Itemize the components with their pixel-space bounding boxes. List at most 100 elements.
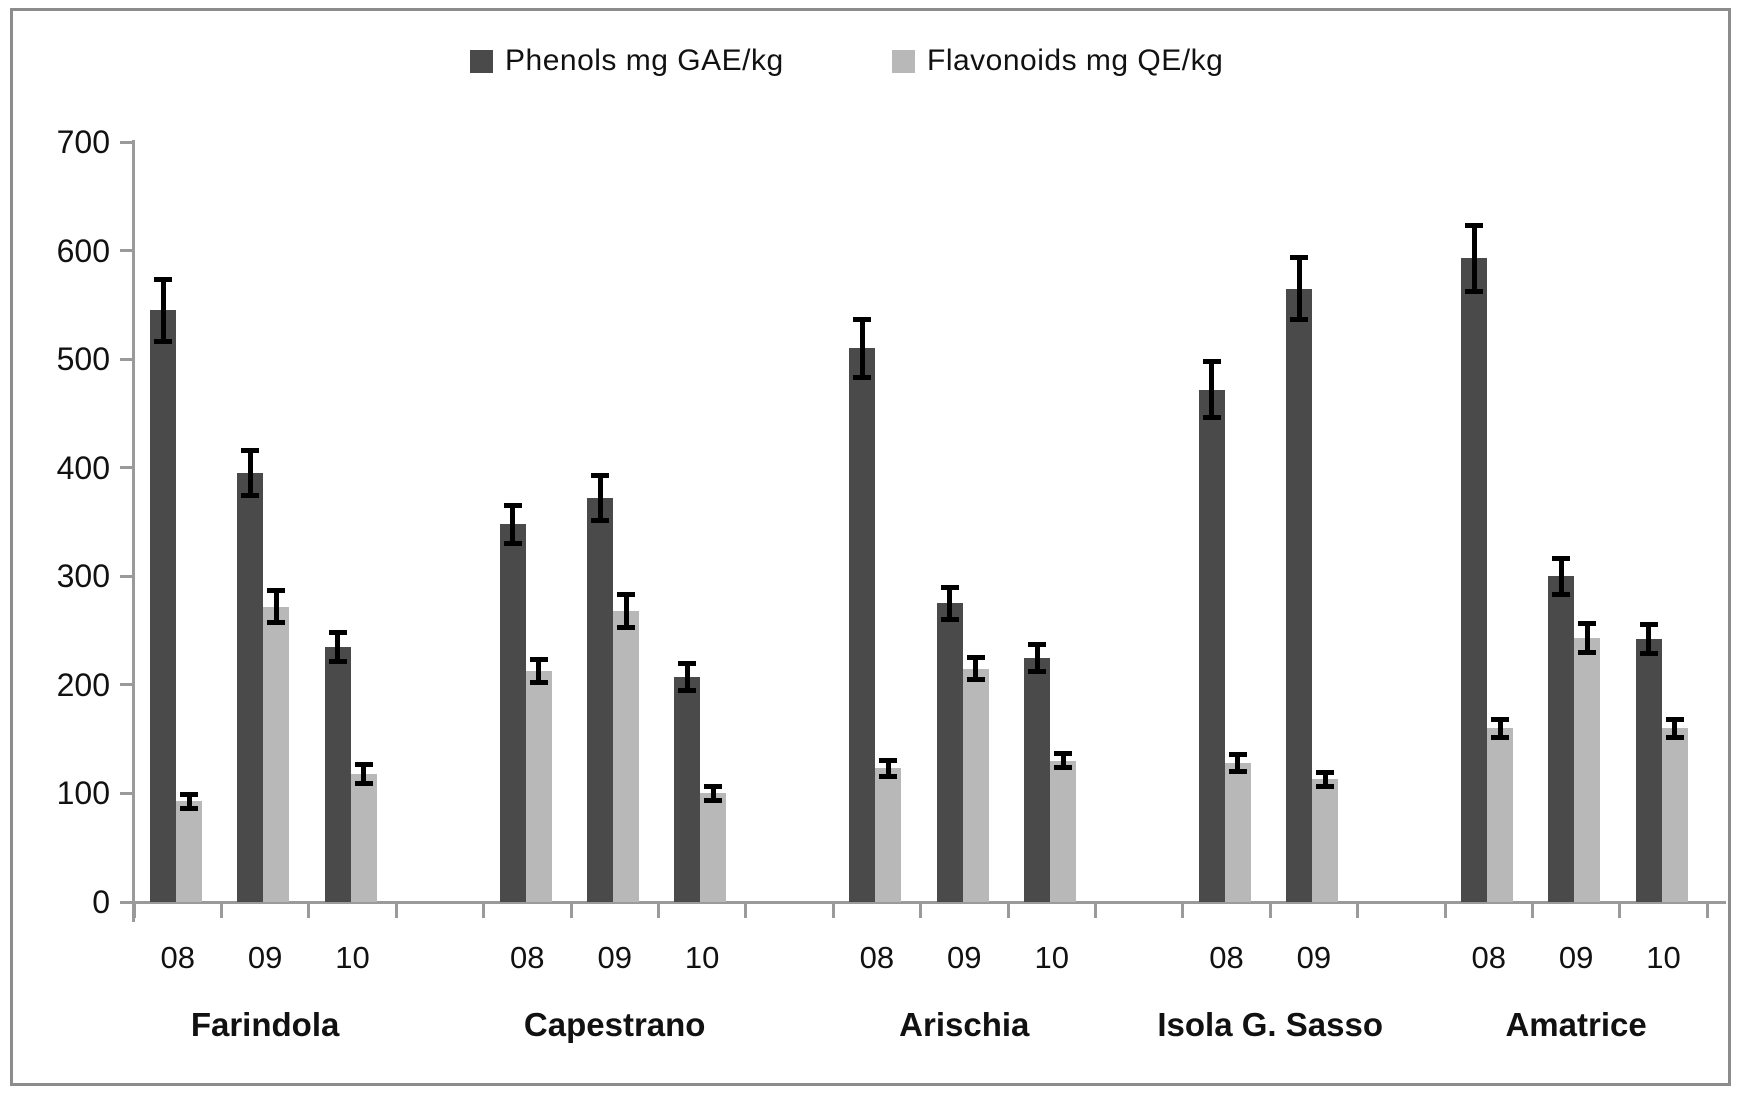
- year-label: 09: [947, 940, 982, 975]
- x-tick: [1356, 903, 1360, 918]
- y-tick-label: 700: [56, 124, 110, 160]
- phenols-error-bar-cap-bottom: [853, 374, 872, 380]
- flavonoids-error-bar-cap-top: [529, 656, 548, 662]
- x-tick: [1006, 903, 1010, 918]
- flavonoids-error-bar-cap-bottom: [1316, 783, 1335, 789]
- phenols-error-bar: [1209, 362, 1215, 417]
- phenols-error-bar-cap-top: [1202, 359, 1221, 365]
- group-label: Capestrano: [523, 1006, 706, 1043]
- phenols-error-bar-cap-top: [1290, 255, 1309, 261]
- bar-phenols-arischia-09: [936, 603, 963, 902]
- phenols-error-bar-cap-top: [940, 585, 959, 591]
- phenols-error-bar-cap-bottom: [1639, 651, 1658, 657]
- group-label: Farindola: [190, 1006, 340, 1043]
- phenols-error-bar: [1646, 625, 1652, 654]
- y-tick-label: 300: [56, 558, 110, 595]
- x-tick: [744, 903, 748, 918]
- bar-phenols-amatrice-08: [1461, 258, 1487, 902]
- phenols-error-bar: [1034, 644, 1040, 671]
- group-label: Amatrice: [1505, 1006, 1647, 1043]
- y-tick-label: 200: [56, 666, 110, 703]
- flavonoids-legend-label: Flavonoids mg QE/kg: [927, 44, 1224, 77]
- phenols-error-bar: [247, 451, 253, 495]
- phenols-error-bar-cap-top: [853, 317, 872, 323]
- flavonoids-error-bar-cap-bottom: [267, 619, 286, 625]
- group-label: Isola G. Sasso: [1157, 1006, 1383, 1043]
- y-tick: [119, 466, 132, 470]
- phenols-error-bar: [859, 320, 865, 377]
- x-tick: [1093, 903, 1097, 918]
- phenols-error-bar-cap-bottom: [328, 658, 347, 664]
- x-tick: [1618, 903, 1622, 918]
- x-tick: [219, 903, 223, 918]
- bar-flavonoids-arischia-08: [875, 768, 902, 902]
- phenols-error-bar: [1558, 558, 1564, 594]
- year-label: 10: [335, 940, 370, 975]
- phenols-error-bar-cap-top: [1028, 641, 1046, 647]
- year-label: 10: [1034, 940, 1069, 975]
- x-tick: [1181, 903, 1185, 918]
- flavonoids-error-bar: [1497, 719, 1503, 737]
- y-tick: [119, 140, 132, 144]
- y-tick: [119, 683, 132, 687]
- y-tick: [119, 900, 132, 904]
- phenols-error-bar: [1296, 258, 1302, 319]
- year-label: 09: [597, 940, 632, 975]
- phenols-error-bar-cap-bottom: [940, 616, 959, 622]
- bar-flavonoids-isola-g-sasso-08: [1224, 763, 1251, 902]
- flavonoids-error-bar-cap-top: [180, 791, 198, 797]
- flavonoids-error-bar-cap-top: [354, 762, 373, 768]
- y-tick: [119, 791, 132, 795]
- bar-phenols-arischia-08: [849, 348, 876, 902]
- flavonoids-error-bar-cap-bottom: [704, 797, 723, 803]
- flavonoids-error-bar-cap-top: [1054, 751, 1072, 757]
- year-label: 10: [1646, 940, 1681, 975]
- year-label: 10: [684, 940, 720, 975]
- bar-phenols-farindola-09: [237, 473, 264, 902]
- x-tick: [1443, 903, 1447, 918]
- x-tick: [1268, 903, 1272, 918]
- x-tick: [1530, 903, 1534, 918]
- phenols-error-bar-cap-bottom: [1465, 288, 1483, 294]
- bar-phenols-isola-g-sasso-09: [1286, 288, 1313, 902]
- phenols-error-bar: [1471, 225, 1477, 291]
- flavonoids-error-bar-cap-top: [966, 654, 985, 660]
- flavonoids-error-bar-cap-bottom: [1578, 650, 1597, 656]
- flavonoids-error-bar-cap-top: [1491, 716, 1509, 722]
- phenols-error-bar: [597, 476, 603, 520]
- flavonoids-error-bar-cap-bottom: [180, 805, 198, 811]
- flavonoids-error-bar: [1672, 719, 1678, 737]
- flavonoids-error-bar-cap-bottom: [617, 625, 635, 631]
- phenols-error-bar-cap-top: [678, 661, 697, 667]
- x-tick: [919, 903, 923, 918]
- y-tick-label: 0: [92, 884, 110, 920]
- x-axis-line: [121, 900, 1726, 904]
- year-label: 09: [247, 940, 283, 975]
- bar-phenols-amatrice-09: [1548, 576, 1575, 902]
- phenols-error-bar-cap-bottom: [154, 338, 172, 344]
- bar-flavonoids-capestrano-09: [613, 611, 639, 902]
- bar-flavonoids-arischia-09: [962, 668, 989, 902]
- flavonoids-error-bar-cap-bottom: [1491, 734, 1509, 740]
- bar-phenols-amatrice-10: [1635, 639, 1662, 902]
- flavonoids-error-bar-cap-top: [617, 591, 635, 597]
- flavonoids-error-bar-cap-bottom: [1665, 734, 1684, 740]
- flavonoids-error-bar: [273, 591, 279, 622]
- phenols-error-bar-cap-bottom: [678, 688, 697, 694]
- bar-flavonoids-amatrice-08: [1487, 728, 1513, 902]
- bar-phenols-capestrano-10: [674, 677, 701, 902]
- x-tick: [132, 903, 136, 918]
- flavonoids-error-bar-cap-top: [1578, 621, 1597, 627]
- flavonoids-error-bar: [186, 794, 192, 808]
- y-tick-label: 500: [56, 341, 110, 378]
- flavonoids-error-bar: [623, 594, 629, 628]
- phenols-error-bar-cap-bottom: [591, 517, 609, 523]
- flavonoids-error-bar-cap-top: [704, 783, 723, 789]
- flavonoids-error-bar-cap-top: [1316, 769, 1335, 775]
- flavonoids-error-bar-cap-bottom: [529, 679, 548, 685]
- year-label: 08: [510, 940, 545, 975]
- phenols-error-bar-cap-top: [1639, 622, 1658, 628]
- bar-phenols-farindola-08: [150, 310, 176, 902]
- phenols-error-bar-cap-bottom: [1552, 591, 1571, 597]
